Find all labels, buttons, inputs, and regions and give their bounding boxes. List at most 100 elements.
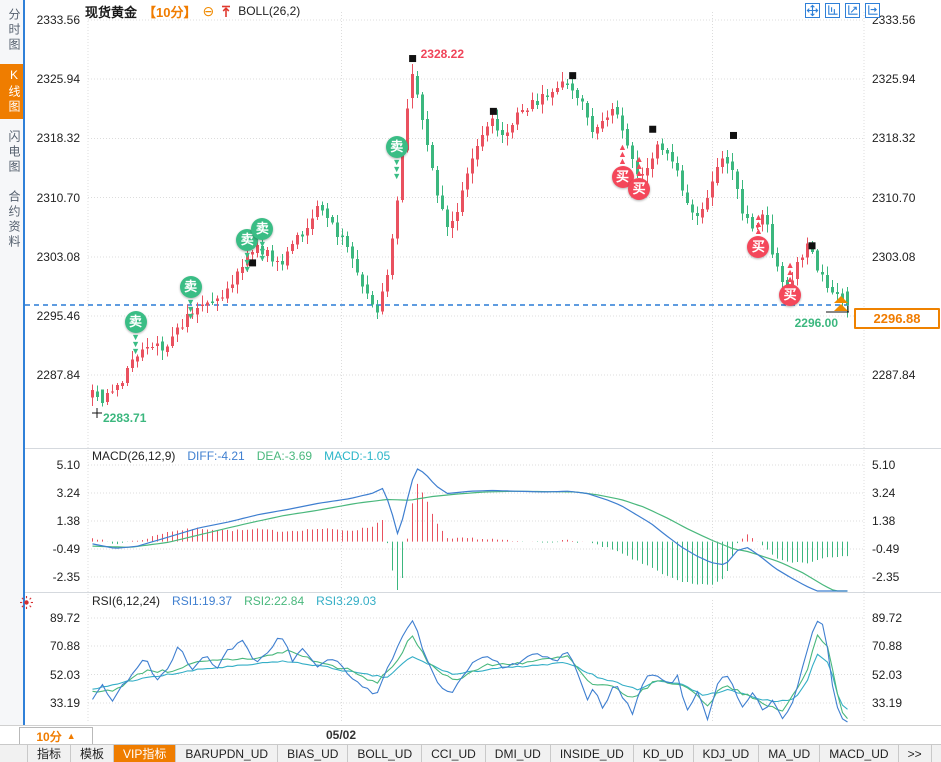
indicator-tab-bar: 指标 模板 VIP指标 BARUPDN_UD BIAS_UD BOLL_UD CCI_UD D… [0, 744, 941, 762]
rsi-axis-label: 33.19 [49, 696, 80, 710]
rsi-axis-label: 52.03 [49, 667, 80, 682]
price-axis-label: 2310.70 [872, 190, 916, 205]
rsi-axis-label: 52.03 [872, 667, 903, 682]
rsi-vals-value: RSI2:22.84 [244, 594, 305, 608]
chart-title-bar: 现货黄金 【10分】 ⊖ BOLL(26,2) [85, 2, 300, 20]
macd-axis-label: -2.35 [872, 569, 900, 584]
sidebar-item-K线图[interactable]: K线图 [0, 64, 23, 119]
tab-BOLL_UD[interactable]: BOLL_UD [348, 745, 423, 762]
price-axis-label: 2303.08 [872, 249, 916, 264]
macd-axis-label: -0.49 [52, 542, 80, 556]
rsi-panel-header: RSI(6,12,24) RSI1:19.37 RSI2:22.84 RSI3:29… [92, 594, 376, 608]
tab-VIP指标[interactable]: VIP指标 [114, 745, 177, 762]
rsi-axis-label: 33.19 [872, 696, 903, 710]
rsi-vals-value: RSI3:29.03 [316, 594, 377, 608]
sidebar-item-闪电图[interactable]: 闪电图 [7, 130, 21, 175]
sell-signal-bubble: 卖 [251, 217, 274, 240]
period-label: 【10分】 [143, 4, 197, 20]
rsi-name: RSI(6,12,24) [92, 594, 161, 608]
date-axis-label: 05/02 [325, 728, 357, 742]
rsi-axis-label: 70.88 [872, 639, 903, 654]
tab-KDJ_UD[interactable]: KDJ_UD [694, 745, 760, 762]
sell-signal-arrows-icon: ▼ ▼ ▼ [392, 157, 402, 182]
session-high-label: 2328.22 [420, 47, 464, 62]
sell-signal-marker: 卖 ▼ ▼ ▼ [385, 136, 408, 181]
tab-BARUPDN_UD[interactable]: BARUPDN_UD [176, 745, 279, 762]
macd-axis-label: 1.38 [56, 513, 80, 528]
macd-vals-value: DEA:-3.69 [256, 449, 313, 463]
axis-candle-icon[interactable] [825, 3, 840, 18]
tab-INSIDE_UD[interactable]: INSIDE_UD [551, 745, 634, 762]
tab-CCI_UD[interactable]: CCI_UD [422, 745, 486, 762]
pin-top-icon[interactable] [220, 5, 232, 18]
macd-vals-value: MACD:-1.05 [324, 449, 391, 463]
buy-signal-bubble: 买 [747, 236, 770, 259]
sell-signal-bubble: 卖 [179, 275, 202, 298]
buy-signal-arrows-icon: ▲ ▲ ▲ [753, 212, 763, 237]
rsi-axis-label: 89.72 [872, 610, 903, 625]
buy-signal-arrows-icon: ▲ ▲ ▲ [785, 259, 795, 284]
indicator-settings-icon[interactable] [19, 595, 34, 615]
chart-toolbar [805, 3, 880, 18]
sell-signal-arrows-icon: ▼ ▼ ▼ [257, 238, 267, 263]
buy-signal-bubble: 买 [628, 178, 651, 201]
period-selector-label: 10分 [36, 729, 62, 744]
axis-shift-icon[interactable] [865, 3, 880, 18]
rsi-vals-value: RSI1:19.37 [172, 594, 233, 608]
sell-signal-bubble: 卖 [124, 310, 147, 333]
symbol-title: 现货黄金 [85, 4, 138, 20]
buy-signal-bubble: 买 [779, 283, 802, 306]
move-chart-icon[interactable] [805, 3, 820, 18]
macd-vals-value: DIFF:-4.21 [187, 449, 245, 463]
tab->>[interactable]: >> [899, 745, 932, 762]
price-axis-label: 2303.08 [36, 249, 80, 264]
macd-name: MACD(26,12,9) [92, 449, 176, 463]
tab-bar-spacer [0, 745, 28, 762]
time-axis-row: 10分 ▲ 05/02 [0, 725, 941, 745]
tab-MACD_UD[interactable]: MACD_UD [820, 745, 899, 762]
tab-DMI_UD[interactable]: DMI_UD [486, 745, 551, 762]
macd-axis-label: 1.38 [872, 513, 896, 528]
sell-signal-bubble: 卖 [385, 136, 408, 159]
collapse-icon[interactable]: ⊖ [202, 3, 215, 19]
chart-type-sidebar: 分时图 K线图闪电图合约资料 [0, 0, 25, 725]
macd-axis-label: 5.10 [56, 457, 80, 472]
buy-signal-bubble: 买 [611, 166, 634, 189]
sidebar-item-分时图[interactable]: 分时图 [7, 8, 21, 53]
sell-signal-marker: 卖 ▼ ▼ ▼ [124, 310, 147, 355]
price-axis-label: 2333.56 [872, 13, 916, 27]
buy-signal-arrows-icon: ▲ ▲ ▲ [634, 154, 644, 179]
axis-arrow-icon[interactable] [845, 3, 860, 18]
sell-signal-arrows-icon: ▼ ▼ ▼ [131, 331, 140, 356]
macd-axis-label: 3.24 [872, 485, 896, 500]
indicator-label: BOLL(26,2) [238, 4, 301, 18]
price-axis-label: 2295.46 [36, 309, 80, 324]
price-axis-label: 2310.70 [36, 190, 80, 205]
sell-signal-arrows-icon: ▼ ▼ ▼ [242, 250, 252, 275]
last-price-tag: 2296.88 [854, 308, 940, 329]
price-axis-label: 2287.84 [36, 368, 80, 383]
tab-指标[interactable]: 指标 [28, 745, 72, 762]
tab-MA_UD[interactable]: MA_UD [759, 745, 821, 762]
rsi-axis-label: 89.72 [49, 610, 80, 625]
macd-panel-header: MACD(26,12,9) DIFF:-4.21 DEA:-3.69 MACD:-1… [92, 449, 390, 463]
period-selector-arrow-icon: ▲ [66, 731, 76, 741]
buy-signal-marker: 买 ▲ ▲ ▲ [747, 213, 770, 259]
sell-signal-marker: 卖 ▼ ▼ ▼ [251, 217, 274, 262]
tab-KD_UD[interactable]: KD_UD [634, 745, 694, 762]
period-selector[interactable]: 10分 ▲ [19, 727, 93, 745]
price-axis-label: 2325.94 [872, 72, 916, 87]
macd-axis-label: -0.49 [872, 542, 900, 556]
tab-模板[interactable]: 模板 [71, 745, 115, 762]
buy-signal-arrows-icon: ▲ ▲ ▲ [618, 142, 627, 167]
tab-BIAS_UD[interactable]: BIAS_UD [278, 745, 349, 762]
sidebar-item-合约资料[interactable]: 合约资料 [7, 190, 21, 250]
price-axis-label: 2287.84 [872, 368, 916, 383]
macd-axis-label: -2.35 [52, 569, 80, 584]
macd-axis-label: 3.24 [56, 485, 80, 500]
buy-signal-marker: 买 ▲ ▲ ▲ [611, 143, 634, 189]
price-axis-label: 2318.32 [36, 131, 80, 146]
sell-signal-arrows-icon: ▼ ▼ ▼ [186, 296, 196, 321]
